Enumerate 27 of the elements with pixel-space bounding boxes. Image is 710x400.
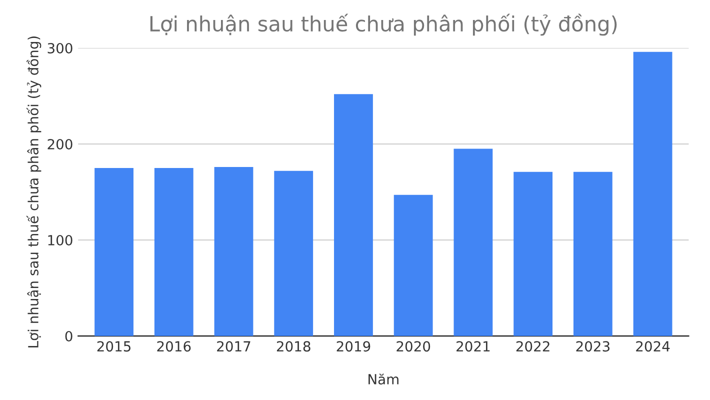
- y-tick-label: 200: [48, 138, 72, 150]
- x-tick-label: 2023: [576, 341, 610, 352]
- x-tick-label: 2017: [217, 341, 250, 352]
- bar: [394, 194, 433, 336]
- bar: [154, 168, 194, 336]
- x-tick-label: 2019: [336, 341, 370, 352]
- x-tick-label: 2016: [157, 341, 191, 352]
- x-tick-label: 2022: [516, 341, 550, 352]
- x-tick-label: 2020: [396, 341, 430, 352]
- bar: [94, 168, 134, 336]
- bar: [514, 172, 553, 336]
- y-axis-title: Lợi nhuận sau thuế chưa phân phối (tỷ đồng): [26, 36, 42, 348]
- x-tick-label: 2018: [276, 341, 310, 352]
- bar: [633, 52, 672, 336]
- y-tick-label: 0: [65, 330, 72, 342]
- bar: [454, 148, 493, 336]
- bar: [214, 167, 254, 336]
- x-tick-label: 2024: [636, 341, 670, 352]
- y-tick-label: 100: [48, 234, 72, 246]
- bar: [334, 94, 373, 336]
- bar: [274, 170, 314, 336]
- x-tick-label: 2021: [456, 341, 490, 352]
- x-axis-title: Năm: [368, 374, 398, 384]
- y-tick-label: 300: [48, 42, 72, 54]
- chart-title: Lợi nhuận sau thuế chưa phân phối (tỷ đồng): [150, 14, 617, 36]
- x-tick-label: 2015: [97, 341, 130, 352]
- bar: [573, 172, 612, 336]
